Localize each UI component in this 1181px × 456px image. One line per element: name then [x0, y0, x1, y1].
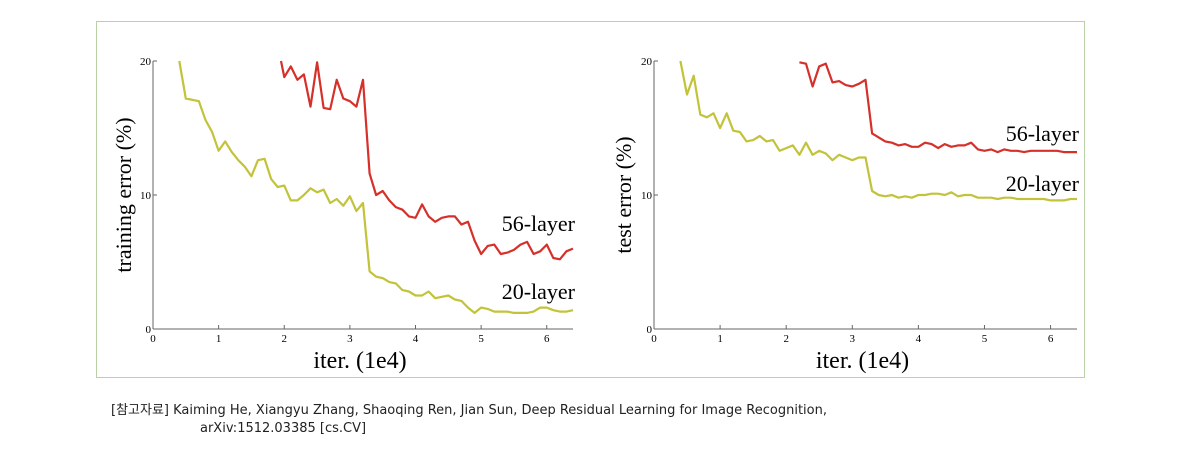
x-tick-label: 1 [216, 333, 222, 345]
series-line-56-layer [279, 60, 574, 261]
series-label-20-layer: 20-layer [502, 279, 576, 304]
x-tick-label: 6 [544, 333, 550, 345]
x-tick-label: 5 [982, 333, 988, 345]
y-tick-label: 0 [647, 324, 653, 336]
series-label-56-layer: 56-layer [1006, 121, 1080, 146]
training-error-chart: 0 1 2 3 4 5 6 0 10 20 iter. (1e4) training error (%… [111, 56, 576, 374]
x-tick-label: 2 [282, 333, 288, 345]
series-line-56-layer [799, 61, 1077, 154]
caption-line-2: arXiv:1512.03385 [cs.CV] [200, 421, 367, 436]
x-tick-label: 4 [916, 333, 922, 345]
series-line-20-layer [178, 60, 574, 314]
x-tick-label: 5 [478, 333, 484, 345]
caption-line-1: [참고자료] Kaiming He, Xiangyu Zhang, Shaoqi… [111, 403, 827, 418]
reference-caption: [참고자료] Kaiming He, Xiangyu Zhang, Shaoqi… [111, 402, 1111, 438]
x-axis-title: iter. (1e4) [313, 348, 406, 374]
x-tick-label: 0 [150, 333, 156, 345]
y-axis-title: test error (%) [611, 136, 636, 253]
y-axis-title: training error (%) [111, 117, 136, 272]
y-tick-label: 0 [146, 324, 152, 336]
y-tick-label: 20 [140, 56, 152, 68]
y-tick-label: 20 [641, 56, 653, 68]
x-axis-title: iter. (1e4) [816, 348, 909, 374]
test-error-chart: 0 1 2 3 4 5 6 0 10 20 iter. (1e4) test error (%) 56-… [611, 56, 1080, 374]
figure-frame: 0 1 2 3 4 5 6 0 10 20 iter. (1e4) training error (%… [96, 21, 1085, 378]
x-tick-label: 6 [1048, 333, 1054, 345]
x-tick-label: 3 [850, 333, 856, 345]
x-tick-label: 1 [717, 333, 723, 345]
series-label-20-layer: 20-layer [1006, 171, 1080, 196]
series-line-20-layer [679, 60, 1077, 202]
x-tick-label: 4 [413, 333, 419, 345]
x-tick-label: 0 [651, 333, 657, 345]
y-tick-label: 10 [641, 190, 653, 202]
x-tick-label: 3 [347, 333, 353, 345]
y-tick-label: 10 [140, 190, 152, 202]
x-tick-label: 2 [783, 333, 789, 345]
series-label-56-layer: 56-layer [502, 211, 576, 236]
